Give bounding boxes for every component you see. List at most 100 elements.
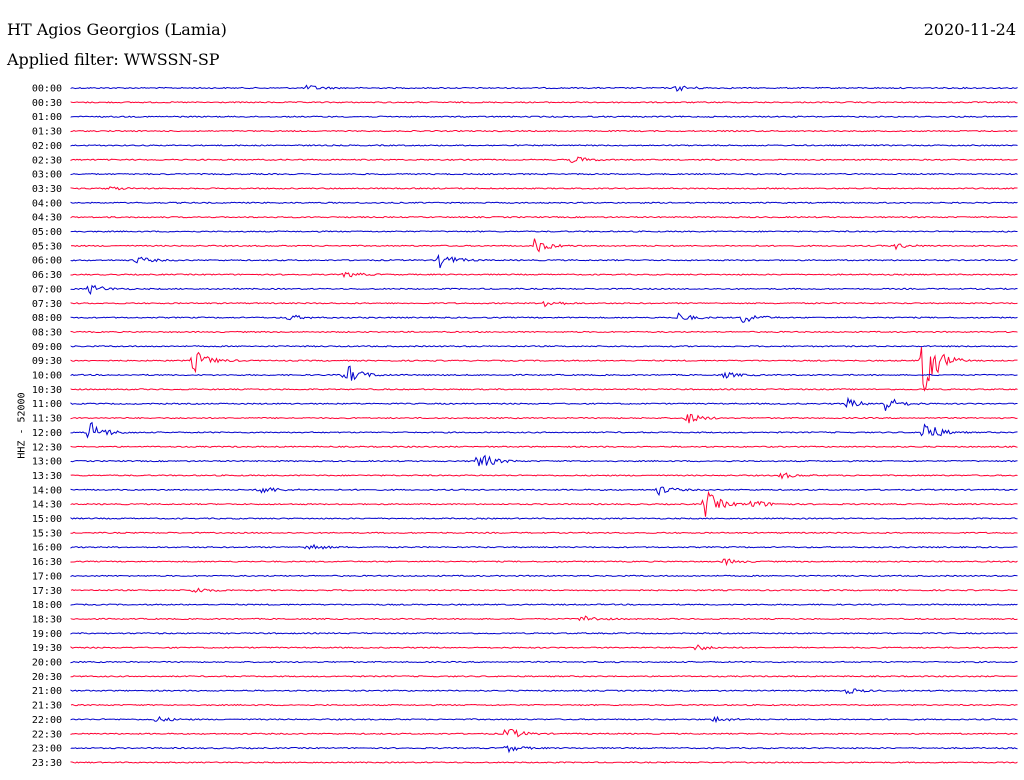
trace-row — [70, 172, 1018, 176]
row-time-label: 07:30 — [32, 299, 62, 310]
row-time-label: 04:30 — [32, 213, 62, 224]
trace-row — [70, 101, 1018, 104]
trace-row — [70, 300, 1018, 308]
row-time-label: 02:30 — [32, 155, 62, 166]
trace-row — [70, 660, 1018, 664]
trace-row — [70, 745, 1018, 754]
trace-row — [70, 675, 1018, 678]
date-label: 2020-11-24 — [923, 20, 1016, 39]
row-time-label: 06:30 — [32, 270, 62, 281]
row-time-label: 21:00 — [32, 686, 62, 697]
trace-row — [70, 330, 1018, 334]
row-time-label: 07:00 — [32, 284, 62, 295]
row-time-label: 15:00 — [32, 514, 62, 525]
row-time-label: 18:30 — [32, 614, 62, 625]
trace-row — [70, 388, 1018, 391]
trace-row — [70, 587, 1018, 593]
row-time-label: 13:00 — [32, 457, 62, 468]
trace-row — [70, 715, 1018, 724]
row-time-label: 22:00 — [32, 715, 62, 726]
row-time-label: 09:30 — [32, 356, 62, 367]
trace-row — [70, 413, 1018, 424]
row-time-label: 12:00 — [32, 428, 62, 439]
trace-row — [70, 486, 1018, 497]
row-time-label: 21:30 — [32, 701, 62, 712]
row-time-label: 16:30 — [32, 557, 62, 568]
row-time-label: 17:30 — [32, 586, 62, 597]
trace-row — [70, 490, 1018, 517]
trace-row — [70, 728, 1018, 738]
row-time-label: 00:30 — [32, 98, 62, 109]
row-time-label: 12:30 — [32, 442, 62, 453]
row-time-label: 23:30 — [32, 758, 62, 769]
trace-row — [70, 345, 1018, 348]
row-time-label: 20:00 — [32, 658, 62, 669]
station-title: HT Agios Georgios (Lamia) — [7, 20, 227, 39]
trace-row — [70, 445, 1018, 448]
trace-row — [70, 615, 1018, 622]
row-time-label: 19:00 — [32, 629, 62, 640]
trace-row — [70, 421, 1018, 439]
row-time-label: 06:00 — [32, 256, 62, 267]
trace-row — [70, 543, 1018, 550]
trace-row — [70, 454, 1018, 467]
row-time-label: 16:00 — [32, 543, 62, 554]
row-time-label: 08:00 — [32, 313, 62, 324]
trace-row — [70, 396, 1018, 411]
row-time-label: 13:30 — [32, 471, 62, 482]
trace-row — [70, 574, 1018, 578]
row-time-label: 22:30 — [32, 729, 62, 740]
row-time-label: 14:00 — [32, 485, 62, 496]
trace-row — [70, 688, 1018, 695]
row-time-label: 11:00 — [32, 399, 62, 410]
trace-row — [70, 186, 1018, 191]
row-time-label: 03:00 — [32, 170, 62, 181]
trace-row — [70, 84, 1018, 92]
row-time-label: 02:00 — [32, 141, 62, 152]
trace-row — [70, 201, 1018, 205]
trace-row — [70, 253, 1018, 269]
row-time-label: 00:00 — [32, 84, 62, 95]
row-time-label: 23:00 — [32, 744, 62, 755]
row-time-label: 10:30 — [32, 385, 62, 396]
row-time-label: 11:30 — [32, 414, 62, 425]
trace-row — [70, 156, 1018, 164]
trace-row — [70, 517, 1018, 520]
trace-row — [70, 215, 1018, 219]
row-time-label: 20:30 — [32, 672, 62, 683]
row-time-label: 19:30 — [32, 643, 62, 654]
row-time-label: 09:00 — [32, 342, 62, 353]
row-time-label: 10:00 — [32, 371, 62, 382]
trace-row — [70, 531, 1018, 535]
trace-row — [70, 115, 1018, 118]
trace-row — [70, 347, 1018, 392]
trace-row — [70, 703, 1018, 707]
trace-row — [70, 238, 1018, 253]
trace-row — [70, 365, 1018, 381]
filter-label: Applied filter: WWSSN-SP — [7, 50, 220, 69]
row-time-label: 05:00 — [32, 227, 62, 238]
trace-row — [70, 271, 1018, 279]
row-time-label: 18:00 — [32, 600, 62, 611]
trace-row — [70, 230, 1018, 233]
row-time-label: 17:00 — [32, 571, 62, 582]
row-time-label: 14:30 — [32, 500, 62, 511]
trace-row — [70, 472, 1018, 480]
trace-row — [70, 632, 1018, 635]
row-time-label: 15:30 — [32, 528, 62, 539]
trace-row — [70, 312, 1018, 323]
row-time-label: 03:30 — [32, 184, 62, 195]
row-time-label: 01:00 — [32, 112, 62, 123]
trace-row — [70, 603, 1018, 606]
trace-row — [70, 129, 1018, 133]
trace-row — [70, 284, 1018, 296]
row-time-label: 01:30 — [32, 127, 62, 138]
trace-row — [70, 558, 1018, 567]
row-time-label: 04:00 — [32, 198, 62, 209]
row-time-label: 08:30 — [32, 327, 62, 338]
trace-row — [70, 644, 1018, 651]
trace-row — [70, 144, 1018, 147]
row-time-label: 05:30 — [32, 241, 62, 252]
trace-row — [70, 761, 1018, 764]
